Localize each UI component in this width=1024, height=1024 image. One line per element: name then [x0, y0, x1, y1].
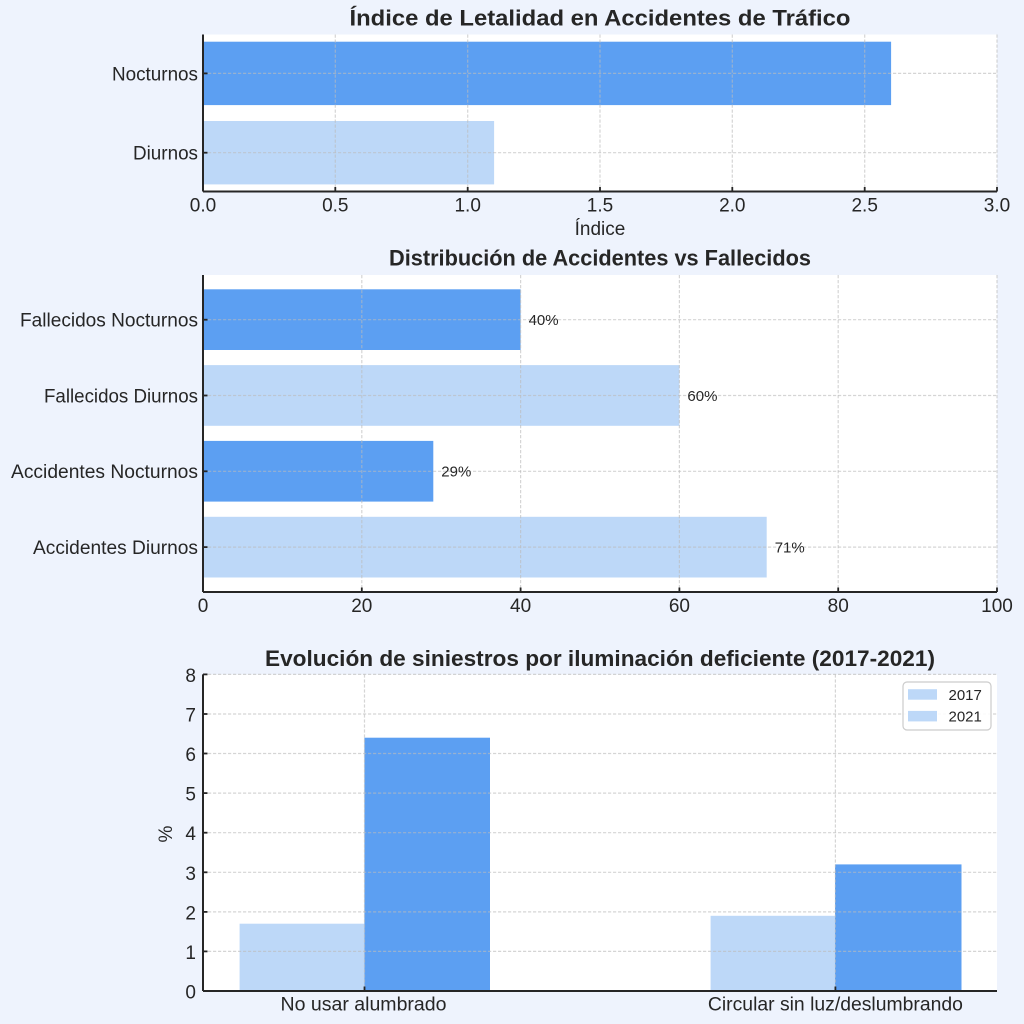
svg-text:Fallecidos Diurnos: Fallecidos Diurnos — [44, 386, 198, 407]
svg-text:20: 20 — [351, 596, 372, 617]
svg-text:7: 7 — [185, 706, 196, 727]
svg-text:60: 60 — [669, 596, 690, 617]
svg-text:No usar alumbrado: No usar alumbrado — [281, 995, 447, 1016]
svg-text:Circular sin luz/deslumbrando: Circular sin luz/deslumbrando — [708, 995, 963, 1016]
svg-text:0.5: 0.5 — [322, 196, 348, 217]
svg-text:Distribución de Accidentes vs: Distribución de Accidentes vs Fallecidos — [389, 246, 811, 271]
svg-text:Diurnos: Diurnos — [133, 144, 198, 165]
svg-text:2017: 2017 — [949, 687, 982, 704]
svg-text:40: 40 — [510, 596, 531, 617]
svg-text:0.0: 0.0 — [190, 196, 216, 217]
svg-text:40%: 40% — [529, 312, 559, 329]
svg-text:2.5: 2.5 — [851, 196, 877, 217]
svg-text:8: 8 — [185, 666, 196, 687]
svg-text:6: 6 — [185, 745, 196, 766]
svg-text:Evolución de siniestros por il: Evolución de siniestros por iluminación … — [265, 646, 935, 671]
svg-text:100: 100 — [981, 596, 1013, 617]
svg-text:80: 80 — [828, 596, 849, 617]
svg-text:1: 1 — [185, 943, 196, 964]
svg-text:Nocturnos: Nocturnos — [112, 64, 198, 85]
svg-text:3: 3 — [185, 864, 196, 885]
svg-text:2: 2 — [185, 903, 196, 924]
svg-text:1.5: 1.5 — [587, 196, 613, 217]
svg-text:0: 0 — [185, 983, 196, 1004]
svg-text:%: % — [156, 825, 177, 842]
svg-text:Índice: Índice — [575, 219, 626, 240]
svg-text:2.0: 2.0 — [719, 196, 745, 217]
svg-text:29%: 29% — [441, 464, 471, 481]
svg-text:Accidentes Diurnos: Accidentes Diurnos — [33, 538, 198, 559]
svg-text:0: 0 — [198, 596, 209, 617]
svg-text:60%: 60% — [687, 388, 717, 405]
svg-text:71%: 71% — [775, 540, 805, 557]
svg-text:4: 4 — [185, 824, 196, 845]
svg-text:1.0: 1.0 — [454, 196, 480, 217]
svg-text:Índice de Letalidad en Acciden: Índice de Letalidad en Accidentes de Trá… — [350, 6, 851, 31]
svg-text:5: 5 — [185, 785, 196, 806]
svg-text:Fallecidos Nocturnos: Fallecidos Nocturnos — [20, 311, 198, 332]
svg-text:3.0: 3.0 — [984, 196, 1010, 217]
svg-text:Accidentes Nocturnos: Accidentes Nocturnos — [11, 462, 198, 483]
svg-text:2021: 2021 — [949, 709, 982, 726]
